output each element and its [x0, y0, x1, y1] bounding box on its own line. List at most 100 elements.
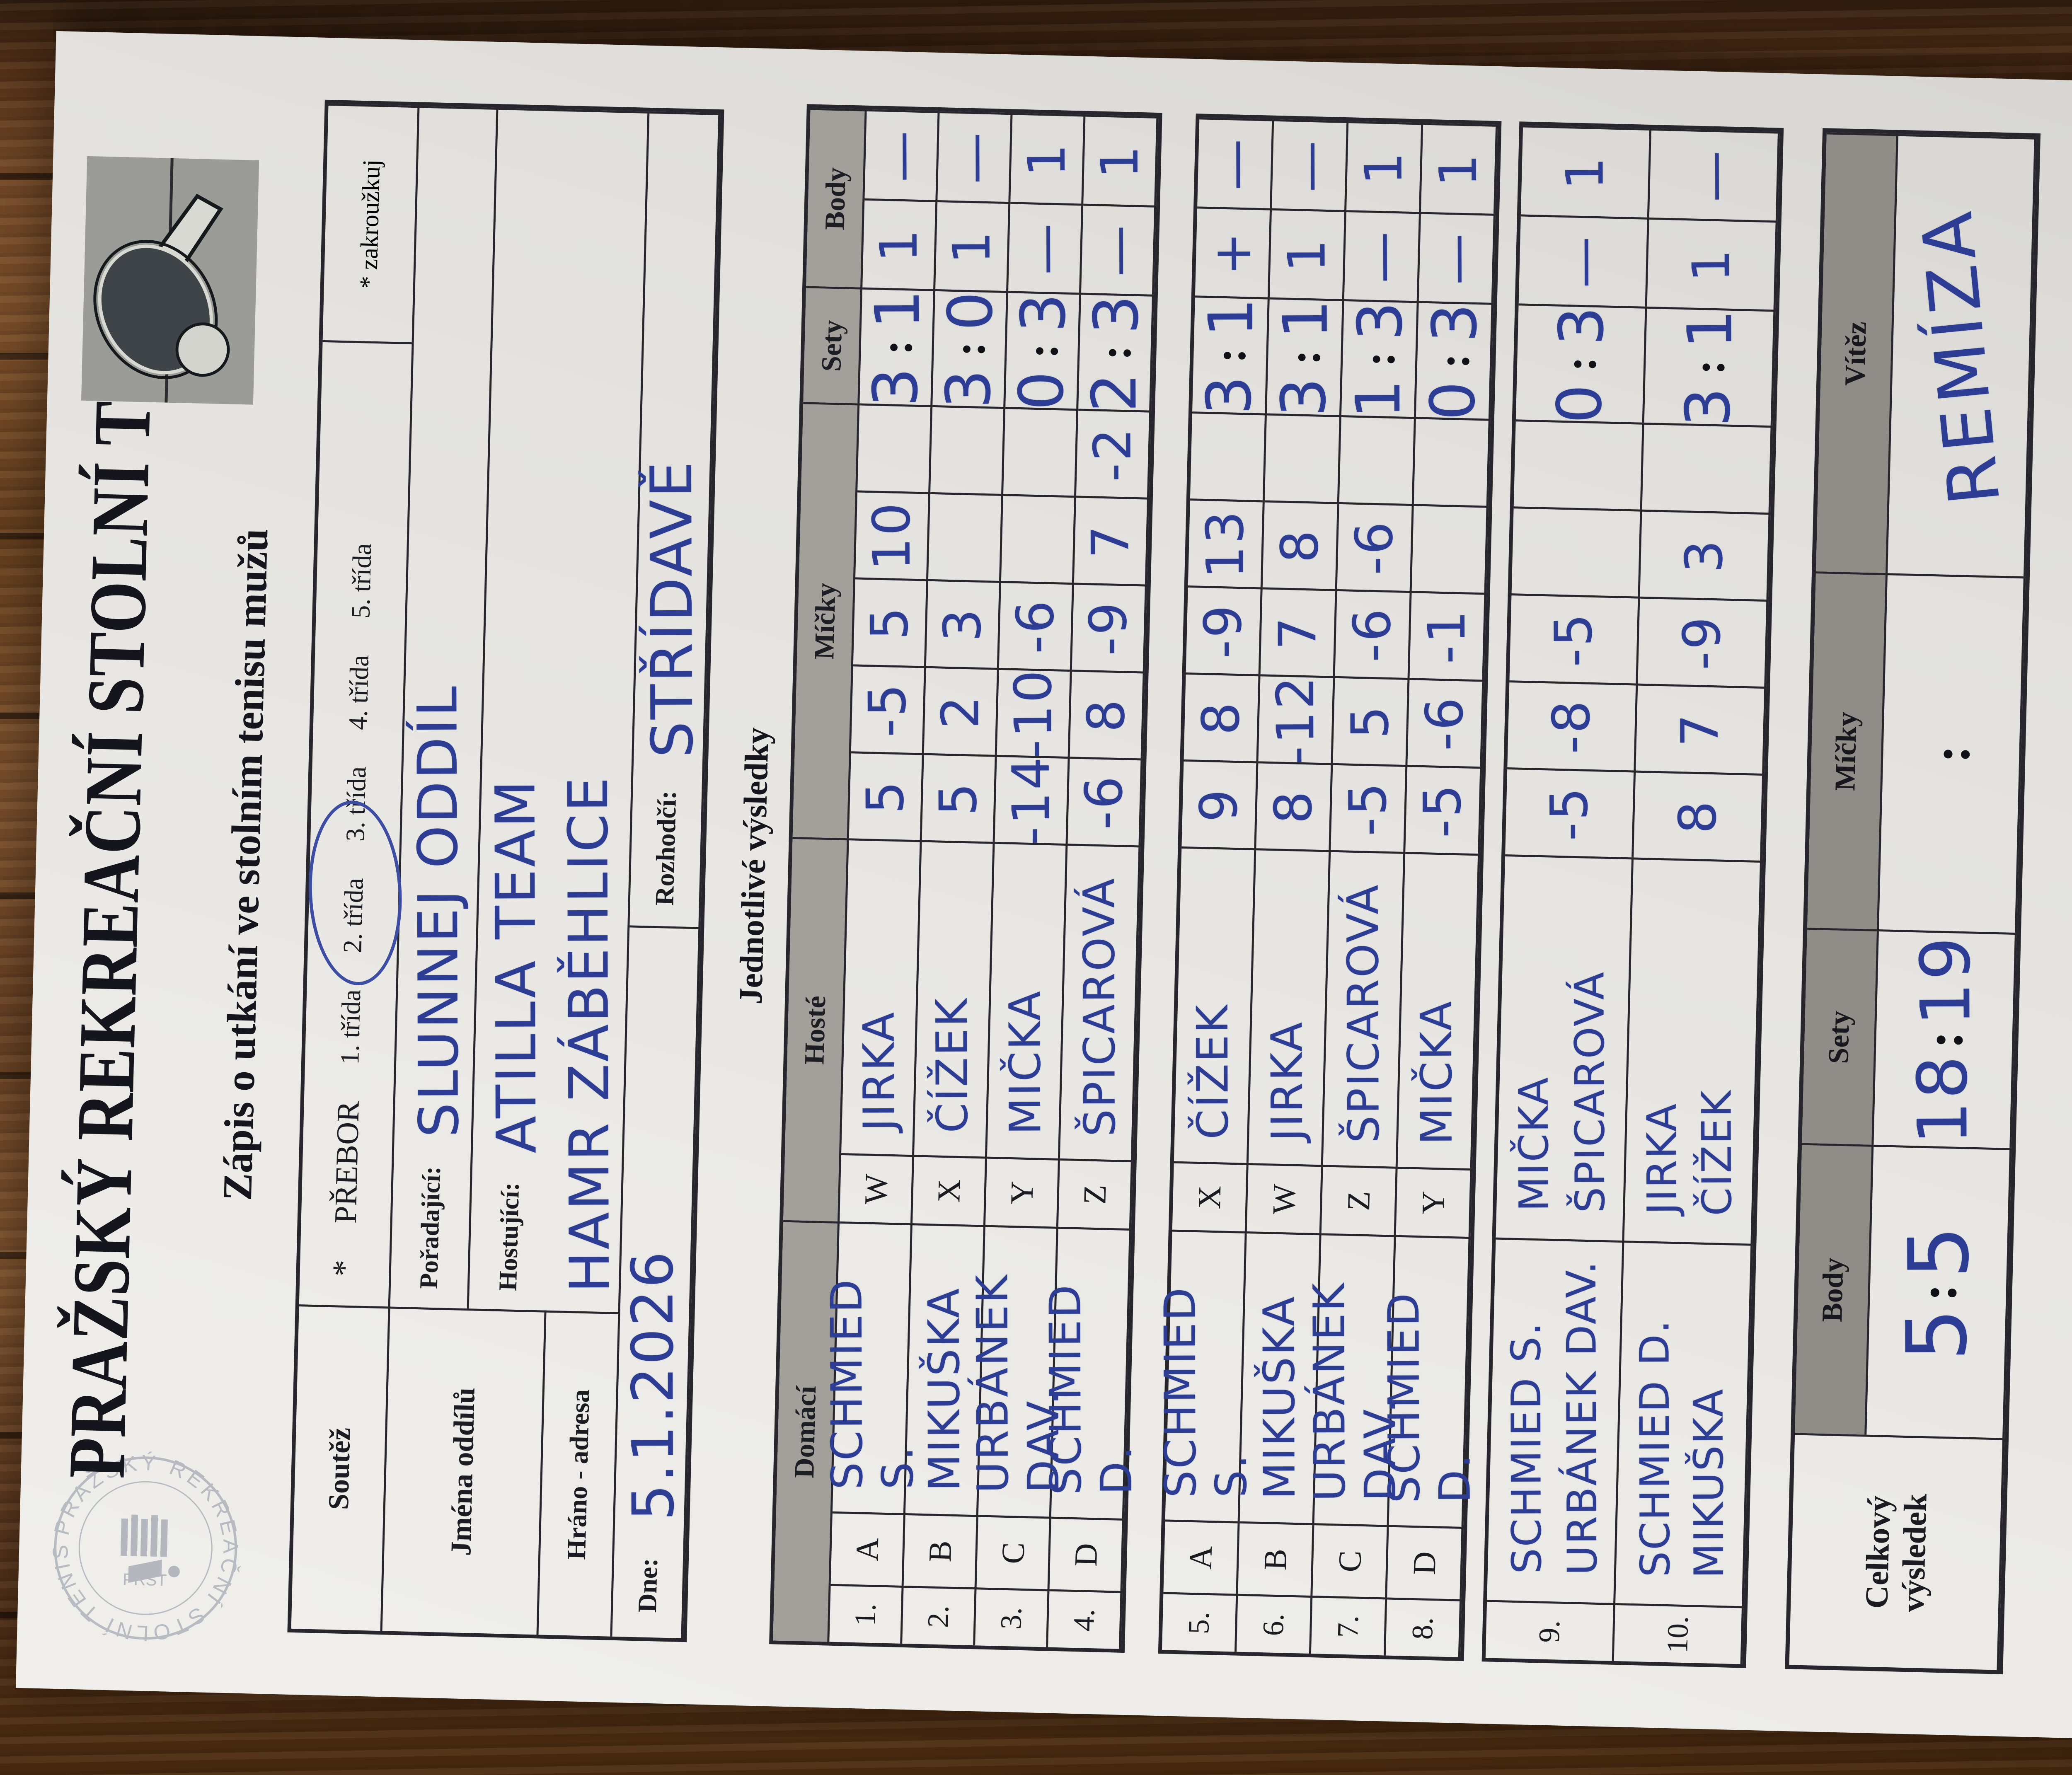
balls-value: -9	[1078, 600, 1138, 656]
home-pair: SCHMIED D. MIKUŠKA	[1615, 1241, 1753, 1606]
guest-player: MIČKA	[987, 842, 1068, 1158]
class5-option: 5. třída	[345, 543, 377, 619]
printed-colon: :	[944, 341, 995, 358]
ball-icon	[175, 322, 230, 377]
guest-pair: JIRKA ČÍŽEK	[1624, 857, 1762, 1244]
balls-value: 9	[1189, 787, 1249, 822]
balls-g3: 7	[1260, 587, 1337, 676]
sets-cell: 3: 1	[1644, 306, 1776, 427]
stamp-prst-text: PRST	[123, 1570, 167, 1590]
home-letter: C	[1312, 1523, 1389, 1598]
header-micky: Míčky	[792, 402, 860, 839]
poradajici-label: Pořadající:	[414, 1166, 446, 1289]
points-home: +	[1195, 206, 1272, 297]
balls-g2: 8	[1070, 670, 1145, 759]
sets-home: 3	[1193, 373, 1265, 415]
sets-cell: 3: 1	[1192, 295, 1270, 415]
balls-value: 5	[855, 779, 915, 815]
sets-guest: 1	[1195, 296, 1267, 337]
match-number: 9.	[1485, 1600, 1616, 1661]
points-mark: 1	[869, 227, 929, 262]
points-mark: —	[1204, 137, 1265, 191]
date-value: 5.1.2026	[619, 1249, 687, 1521]
points-mark: —	[1279, 139, 1339, 193]
balls-value: 8	[1191, 700, 1251, 735]
balls-g1: 8	[1256, 761, 1333, 850]
balls-value: -6	[1344, 520, 1404, 576]
home-player-name: MIKUŠKA	[1685, 1388, 1733, 1579]
sets-home-total: 18	[1903, 1053, 1983, 1145]
sets-home: 3	[1268, 375, 1339, 417]
sets-guest: 3	[1418, 301, 1491, 343]
balls-value: 8	[1668, 799, 1728, 834]
total-result-table: Celkový výsledek Body Sety Míčky Vítěz 5:…	[1785, 128, 2041, 1674]
balls-g5	[1264, 413, 1341, 502]
summary-header-micky: Míčky	[1807, 571, 1888, 930]
points-guest: 1	[1083, 114, 1159, 206]
sets-home: 0	[1005, 369, 1077, 411]
guest-pair: MIČKA ŠPICAROVÁ	[1496, 854, 1634, 1241]
class2-option-circled: 2. třída	[337, 877, 369, 953]
sets-home: 3	[932, 367, 1004, 409]
guest-player-name: ČÍŽEK	[1693, 1089, 1741, 1216]
balls-g2: 7	[1636, 683, 1767, 774]
guest-letter: Z	[1058, 1158, 1133, 1229]
sets-guest-total: 19	[1905, 934, 1986, 1026]
balls-value: -14	[1001, 755, 1061, 846]
balls-value: 3	[1674, 538, 1734, 573]
balls-g4: 13	[1188, 498, 1265, 588]
printed-colon: :	[1017, 342, 1067, 359]
balls-g4	[1411, 504, 1489, 593]
home-pair: SCHMIED S. URBÁNEK DAV.	[1487, 1237, 1624, 1603]
body-home-total: 5	[1888, 1306, 1985, 1361]
balls-g3: -6	[1335, 589, 1412, 678]
balls-g5: -2	[1076, 409, 1152, 498]
printed-colon: :	[871, 339, 922, 355]
guest-player-name: ŠPICAROVÁ	[1337, 883, 1389, 1143]
guest-player-name: JIRKA	[853, 1010, 904, 1132]
guest-letter: Z	[1321, 1165, 1398, 1235]
points-guest: 1	[1346, 121, 1423, 212]
balls-value: -5	[1338, 781, 1398, 837]
balls-g2: -10	[997, 667, 1072, 759]
points-mark: —	[1426, 231, 1486, 285]
summary-winner-value: REMÍZA	[1888, 134, 2036, 577]
home-letter: A	[830, 1511, 905, 1586]
guest-player: ČÍŽEK	[1174, 846, 1256, 1163]
balls-value: -6	[1005, 598, 1066, 654]
home-letter: B	[1238, 1521, 1314, 1596]
sets-cell: 0: 3	[1416, 301, 1493, 421]
points-mark: —	[1351, 230, 1412, 283]
sets-home: 0	[1417, 379, 1489, 421]
home-player-name: MIKUŠKA	[918, 1287, 970, 1492]
balls-g3: -1	[1409, 591, 1486, 680]
soutez-label: Soutěž	[291, 1304, 390, 1631]
balls-g2: 5	[1333, 676, 1410, 765]
guest-player: MIČKA	[1397, 852, 1480, 1169]
summary-header-sety: Sety	[1802, 927, 1879, 1145]
class4-option: 4. třída	[343, 654, 374, 730]
home-player: SCHMIED S.	[1155, 1229, 1256, 1521]
printed-colon: :	[1921, 744, 1981, 764]
points-mark: —	[944, 131, 1004, 184]
home-player-name: SCHMIED S.	[1502, 1321, 1551, 1574]
hostujici-label: Hostující:	[494, 1182, 525, 1291]
balls-g3: -6	[999, 581, 1074, 670]
total-label-line2: výsledek	[1894, 1493, 1934, 1613]
balls-g1: 8	[1634, 770, 1765, 861]
balls-value: -10	[1003, 668, 1064, 759]
sets-home: 3	[1672, 385, 1744, 427]
summary-body-value: 5: 5	[1866, 1144, 2012, 1438]
match-number: 10.	[1614, 1603, 1744, 1664]
balls-g5	[1190, 411, 1267, 501]
club-stamp: PRAŽSKÝ REKREAČNÍ STOLNÍ TENIS PRST	[36, 1396, 255, 1700]
balls-g4	[928, 492, 1004, 581]
balls-g1: -5	[1331, 763, 1408, 852]
points-mark: 1	[942, 229, 1002, 264]
sets-home: 1	[1342, 377, 1414, 419]
points-mark: —	[1014, 221, 1075, 276]
balls-value: 10	[862, 501, 922, 571]
summary-micky-value: :	[1879, 573, 2026, 933]
sets-cell: 3: 1	[859, 287, 936, 407]
